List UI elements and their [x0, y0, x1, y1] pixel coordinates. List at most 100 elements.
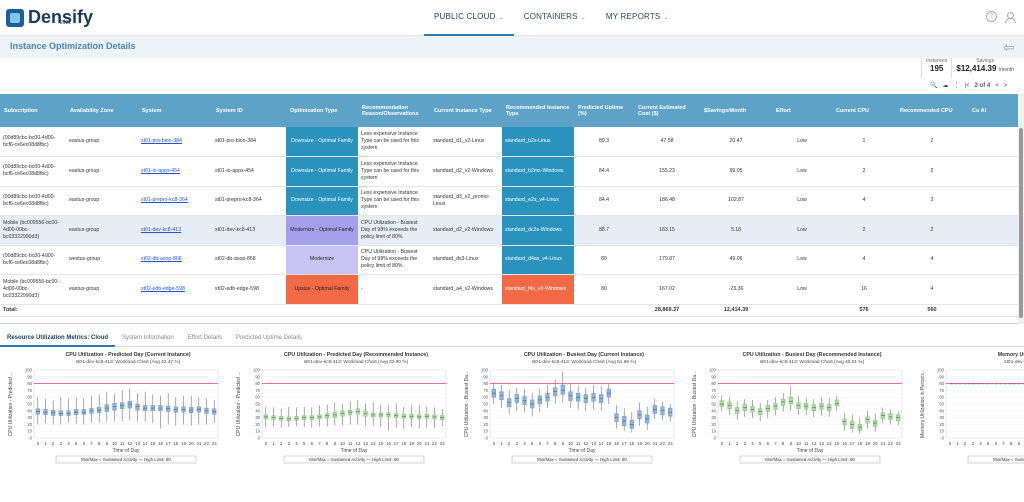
x-tick-label: 23 — [896, 441, 902, 446]
system-link[interactable]: st02-edb-edge-598 — [141, 285, 185, 292]
x-tick-label: 3 — [60, 441, 63, 446]
nav-public-cloud[interactable]: PUBLIC CLOUD ⌄ — [424, 0, 514, 36]
x-tick-label: 2 — [964, 441, 967, 446]
column-header[interactable]: Recommended CPU — [896, 94, 968, 127]
x-tick-label: 23 — [668, 441, 674, 446]
x-tick-label: 1 — [44, 441, 47, 446]
column-header[interactable]: Current CPU — [832, 94, 896, 127]
system-link[interactable]: st02-db-asop-868 — [141, 256, 182, 263]
y-tick-label: 70 — [939, 388, 944, 393]
table-row[interactable]: (00d89cbc-bc00-4d00-bcf6-ce6ec08d8fbc) ea… — [0, 156, 1024, 187]
y-tick-label: 30 — [27, 415, 32, 420]
table-cell: Downsize - Optimal Family — [286, 156, 358, 187]
table-cell: 80 — [574, 274, 634, 305]
logo-icon — [6, 8, 24, 27]
table-pager: 🔍 ☁ ⋮ |< 2 of 4 < > — [930, 82, 1008, 90]
filter-icon[interactable]: ⋮ — [953, 83, 960, 89]
cloud-download-icon[interactable]: ☁ — [942, 83, 949, 89]
x-tick-label: 20 — [645, 441, 651, 446]
column-header[interactable]: Optimization Type — [286, 94, 358, 127]
box — [781, 399, 786, 406]
x-tick-label: 15 — [150, 441, 156, 446]
y-tick-label: 50 — [939, 402, 944, 407]
x-tick-label: 15 — [834, 441, 840, 446]
table-cell: 186.48 — [634, 186, 700, 216]
tab-resource-utilization[interactable]: Resource Utilization Metrics: Cloud — [0, 333, 116, 347]
system-link[interactable]: st01-pro-bion-384 — [141, 138, 182, 144]
table-cell: st02-edb-edge-598 — [212, 274, 286, 305]
chevron-down-icon: ⌄ — [580, 15, 586, 21]
x-tick-label: 17 — [394, 441, 400, 446]
table-cell — [968, 156, 1024, 187]
column-header[interactable]: System — [138, 94, 212, 127]
chart-legend-box — [739, 455, 881, 464]
table-cell: Mobile (bc009556-bc00-4d00-00bc-bc033229… — [0, 215, 66, 246]
y-axis-label: CPU Utilization - Predicted ... — [236, 372, 242, 437]
x-tick-label: 3 — [516, 441, 519, 446]
nav-my-reports[interactable]: MY REPORTS ⌄ — [605, 12, 669, 21]
box — [127, 401, 132, 409]
column-header[interactable]: Predicted Uptime (%) — [574, 94, 634, 127]
total-cell: 28,869.37 — [634, 303, 700, 317]
utilization-charts: CPU Utilization - Predicted Day (Current… — [0, 350, 1024, 502]
x-tick-label: 15 — [378, 441, 384, 446]
densify-logo[interactable]: Densify — [6, 7, 93, 28]
table-cell: 2 — [896, 156, 968, 187]
system-link[interactable]: st01-io-appx-454 — [141, 167, 180, 174]
y-tick-label: 80 — [939, 381, 944, 386]
table-header-row: Subscription Availability Zone System Syste… — [0, 94, 1024, 127]
nav-containers[interactable]: CONTAINERS ⌄ — [523, 12, 586, 21]
x-tick-label: 12 — [355, 441, 361, 446]
column-header[interactable]: Availability Zone — [66, 94, 138, 127]
column-header[interactable]: Recommended Instance Type — [502, 94, 574, 127]
table-cell: 1 — [832, 127, 896, 157]
box — [765, 405, 770, 412]
x-tick-label: 14 — [599, 441, 605, 446]
table-row[interactable]: (00d89cbc-bc00-4d00-bcf6-ce6ec08d8fbc) we… — [0, 245, 1024, 275]
prev-page-icon[interactable]: < — [995, 82, 999, 89]
chart-legend: Min/Max = Sustained Activity — High Limi… — [993, 457, 1024, 462]
x-tick-label: 7 — [318, 441, 321, 446]
column-header[interactable]: Recommendation Reason/Observations — [358, 94, 430, 127]
column-header[interactable]: $Savings/Month — [700, 94, 772, 127]
help-icon[interactable]: ? — [986, 11, 997, 22]
x-tick-label: 18 — [173, 441, 179, 446]
column-header[interactable]: Effort — [772, 94, 832, 127]
table-row[interactable]: Mobile (bc009556-bc00-4d00-00bc-bc033229… — [0, 274, 1024, 305]
column-header[interactable]: System ID — [212, 94, 286, 127]
x-tick-label: 6 — [83, 441, 86, 446]
x-tick-label: 14 — [143, 441, 149, 446]
table-row[interactable]: (00d89cbc-bc00-4d00-bcf6-ce6ec08d8fbc) ea… — [0, 127, 1024, 157]
table-cell: st01-pro-bion-384 — [212, 127, 286, 157]
next-page-icon[interactable]: > — [1003, 82, 1008, 89]
user-icon[interactable] — [1004, 11, 1016, 23]
table-cell: 4 — [832, 186, 896, 216]
column-header[interactable]: Current Instance Type — [430, 94, 502, 127]
box — [758, 408, 763, 416]
column-header[interactable]: Current Estimated Cost ($) — [634, 94, 700, 127]
table-cell: 47.58 — [634, 127, 700, 157]
back-arrow-icon[interactable]: ⇦ — [1003, 39, 1015, 55]
y-tick-label: 100 — [709, 368, 717, 373]
first-page-icon[interactable]: |< — [964, 82, 970, 89]
table-cell: Modernize — [286, 245, 358, 275]
x-tick-label: 18 — [629, 441, 635, 446]
tab-predicted-uptime[interactable]: Predicted Uptime Details — [235, 335, 302, 341]
search-icon[interactable]: 🔍 — [930, 83, 938, 89]
table-cell: eastus-group — [66, 215, 138, 246]
table-scrollbar[interactable] — [1018, 94, 1024, 324]
total-cell — [286, 303, 358, 317]
column-header[interactable]: Subscription — [0, 94, 66, 127]
table-row[interactable]: (00d89cbc-bc00-4d00-bcf6-ce6ec08d8fbc) ea… — [0, 186, 1024, 216]
column-header[interactable]: Cu Al — [968, 94, 1024, 127]
system-link[interactable]: st01-prepro-kc8-364 — [141, 197, 188, 204]
chart-legend: Min/Max = Sustained Activity — High Limi… — [309, 457, 399, 462]
tab-effort-details[interactable]: Effort Details — [187, 335, 222, 341]
x-tick-label: 17 — [622, 441, 628, 446]
system-link[interactable]: st01-dev-kc8-413 — [141, 226, 182, 233]
box — [865, 416, 870, 424]
table-row[interactable]: Mobile (bc009556-bc00-4d00-00bc-bc033229… — [0, 215, 1024, 246]
tab-system-information[interactable]: System Information — [122, 335, 174, 341]
table-cell: st01-prepro-kc8-364 — [138, 186, 212, 216]
total-cell — [358, 303, 430, 317]
